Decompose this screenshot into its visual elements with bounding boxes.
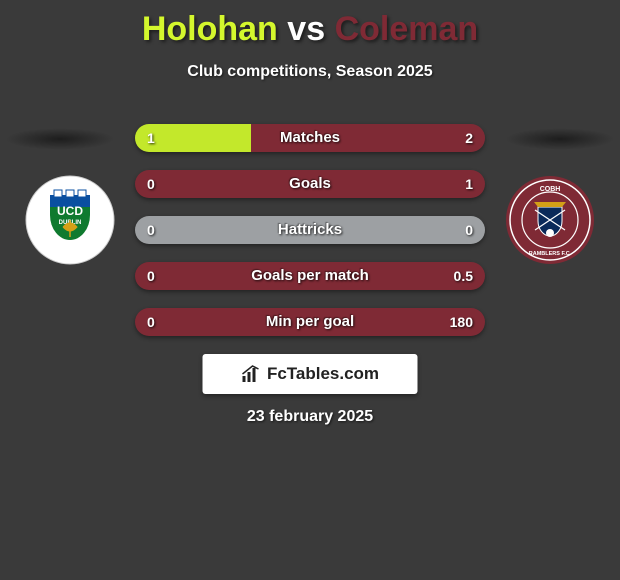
- stat-row: 12Matches: [135, 124, 485, 152]
- stat-row: 01Goals: [135, 170, 485, 198]
- stat-label: Hattricks: [135, 216, 485, 244]
- player2-name: Coleman: [335, 10, 479, 48]
- stat-label: Matches: [135, 124, 485, 152]
- stat-row: 00Hattricks: [135, 216, 485, 244]
- date-text: 23 february 2025: [0, 408, 620, 426]
- brand-text: FcTables.com: [267, 364, 379, 384]
- svg-text:RAMBLERS F.C.: RAMBLERS F.C.: [529, 251, 572, 257]
- stat-row: 0180Min per goal: [135, 308, 485, 336]
- player1-name: Holohan: [142, 10, 278, 48]
- page-title: Holohan vs Coleman: [0, 0, 620, 49]
- vs-text: vs: [287, 10, 325, 48]
- stat-label: Min per goal: [135, 308, 485, 336]
- stat-label: Goals: [135, 170, 485, 198]
- player2-shadow: [505, 128, 615, 150]
- subtitle: Club competitions, Season 2025: [0, 63, 620, 81]
- svg-text:COBH: COBH: [540, 186, 561, 193]
- brand-box: FcTables.com: [203, 354, 418, 394]
- chart-icon: [241, 364, 263, 384]
- club-crest-left: UCD DUBLIN: [25, 175, 115, 265]
- stat-label: Goals per match: [135, 262, 485, 290]
- stat-row: 00.5Goals per match: [135, 262, 485, 290]
- stat-bars: 12Matches 01Goals 00Hattricks 00.5Goals per…: [135, 124, 485, 354]
- svg-text:UCD: UCD: [57, 204, 83, 218]
- club-crest-right: COBH RAMBLERS F.C.: [505, 175, 595, 265]
- player1-shadow: [5, 128, 115, 150]
